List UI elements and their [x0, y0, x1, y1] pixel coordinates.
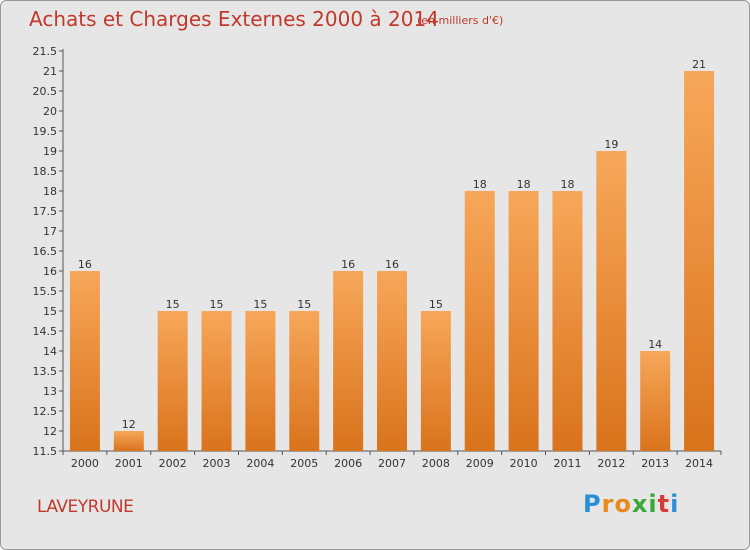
x-tick-labels: 2000 2001 2002 2003 2004 2005 2006 2007 2008 2009… — [71, 457, 713, 470]
bar-2013 — [640, 351, 671, 451]
y-tick-label: 14.5 — [33, 325, 58, 338]
x-tick-label: 2000 — [71, 457, 99, 470]
data-label: 16 — [385, 258, 399, 271]
x-tick-label: 2009 — [466, 457, 494, 470]
y-tick-label: 13 — [43, 385, 57, 398]
x-tick-label: 2013 — [641, 457, 669, 470]
logo-letter: t — [657, 490, 671, 518]
data-label: 21 — [692, 58, 706, 71]
y-tick-label: 16 — [43, 265, 57, 278]
place-name: LAVEYRUNE — [37, 497, 134, 517]
data-label: 16 — [341, 258, 355, 271]
y-tick-label: 12 — [43, 425, 57, 438]
x-tick-label: 2004 — [246, 457, 274, 470]
y-tick-label: 15 — [43, 305, 57, 318]
y-tick-label: 17.5 — [33, 205, 58, 218]
y-tick-label: 11.5 — [33, 445, 58, 458]
x-tick-label: 2002 — [159, 457, 187, 470]
logo-letter: r — [601, 490, 615, 518]
data-label: 15 — [166, 298, 180, 311]
y-tick-label: 14 — [43, 345, 57, 358]
bar-2000 — [69, 271, 100, 451]
bar-2003 — [201, 311, 232, 451]
y-tick-label: 19 — [43, 145, 57, 158]
logo-letter: o — [614, 490, 632, 518]
data-label: 19 — [604, 138, 618, 151]
logo-letter: x — [631, 490, 649, 518]
bars — [69, 71, 715, 451]
y-tick-label: 17 — [43, 225, 57, 238]
bar-2007 — [377, 271, 407, 451]
x-tick-label: 2008 — [422, 457, 450, 470]
bar-2001 — [113, 431, 144, 451]
data-label: 15 — [297, 298, 311, 311]
y-tick-label: 20 — [43, 105, 57, 118]
y-tick-label: 21.5 — [33, 45, 58, 58]
y-tick-label: 15.5 — [33, 285, 58, 298]
data-labels: 16 12 15 15 15 15 16 16 15 18 18 18 19 14 21 — [78, 58, 706, 431]
y-tick-label: 13.5 — [33, 365, 58, 378]
data-label: 15 — [253, 298, 267, 311]
x-tick-label: 2014 — [685, 457, 713, 470]
x-tick-label: 2010 — [510, 457, 538, 470]
x-tick-label: 2003 — [203, 457, 231, 470]
chart-title: Achats et Charges Externes 2000 à 2014 — [29, 7, 439, 31]
x-tick-label: 2005 — [290, 457, 318, 470]
logo-letter: i — [670, 490, 680, 518]
bar-2009 — [464, 191, 495, 451]
bar-2011 — [552, 191, 583, 451]
bar-2002 — [157, 311, 188, 451]
data-label: 14 — [648, 338, 662, 351]
x-tick-label: 2006 — [334, 457, 362, 470]
y-tick-label: 20.5 — [33, 85, 58, 98]
data-label: 12 — [122, 418, 136, 431]
data-label: 16 — [78, 258, 92, 271]
y-tick-label: 16.5 — [33, 245, 58, 258]
x-tick-label: 2012 — [597, 457, 625, 470]
bar-2010 — [508, 191, 539, 451]
data-label: 18 — [517, 178, 531, 191]
y-tick-label: 12.5 — [33, 405, 58, 418]
bar-2008 — [420, 311, 451, 451]
bar-2005 — [289, 311, 320, 451]
data-label: 18 — [560, 178, 574, 191]
bar-2006 — [333, 271, 364, 451]
y-tick-label: 18 — [43, 185, 57, 198]
x-tick-label: 2001 — [115, 457, 143, 470]
proxiti-logo: Proxiti — [583, 490, 679, 518]
data-label: 15 — [429, 298, 443, 311]
y-tick-label: 19.5 — [33, 125, 58, 138]
y-tick-labels: 11.5 12 12.5 13 13.5 14 14.5 15 15.5 16 16.5 17 17.5… — [33, 45, 58, 458]
data-label: 18 — [473, 178, 487, 191]
logo-letter: P — [583, 490, 602, 518]
logo-letter: i — [648, 490, 658, 518]
bar-2012 — [596, 151, 627, 451]
y-tick-label: 21 — [43, 65, 57, 78]
bar-2004 — [245, 311, 276, 451]
bar-2014 — [684, 71, 715, 451]
x-tick-label: 2011 — [553, 457, 581, 470]
data-label: 15 — [210, 298, 224, 311]
y-tick-label: 18.5 — [33, 165, 58, 178]
x-tick-label: 2007 — [378, 457, 406, 470]
chart-unit: (en milliers d'€) — [417, 14, 504, 27]
